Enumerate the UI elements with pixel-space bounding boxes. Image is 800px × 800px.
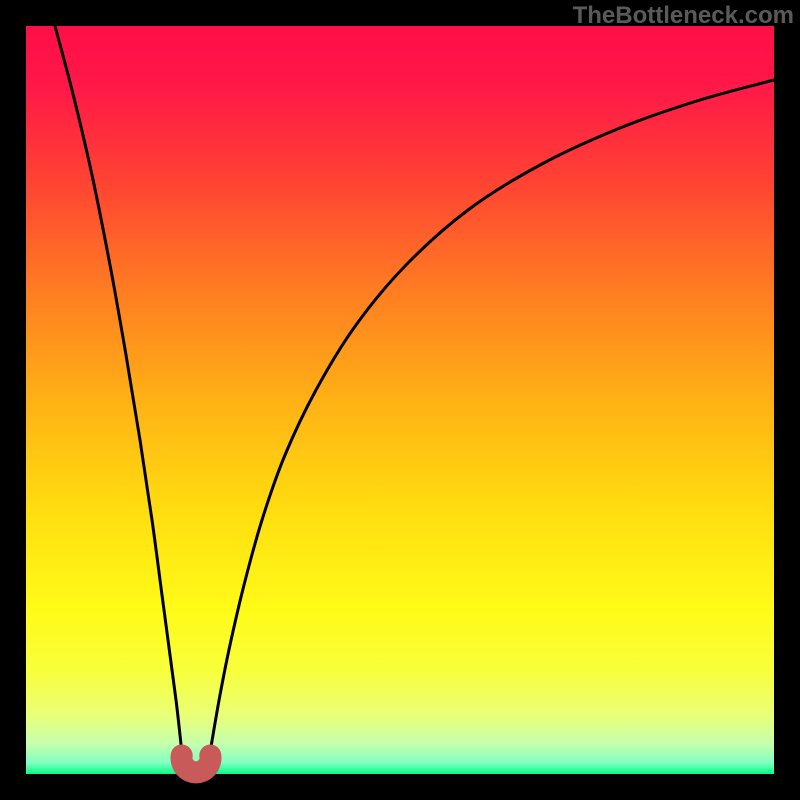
bottleneck-curve-right <box>208 80 774 765</box>
valley-marker <box>182 756 211 773</box>
bottleneck-curve-left <box>55 26 183 765</box>
chart-overlay-svg <box>0 0 800 800</box>
